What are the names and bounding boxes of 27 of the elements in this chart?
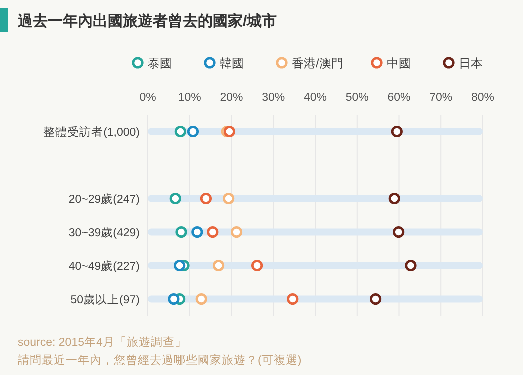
x-tick-label: 10% — [178, 92, 202, 104]
chart-title: 過去一年內出國旅遊者曾去的國家/城市 — [17, 12, 278, 30]
x-tick-label: 60% — [388, 92, 411, 104]
x-tick-label: 0% — [140, 92, 156, 104]
legend-label: 日本 — [459, 56, 483, 70]
legend-label: 泰國 — [148, 56, 172, 70]
legend-item: 泰國 — [132, 56, 172, 70]
source-note: source: 2015年4月「旅遊調查」 — [18, 335, 187, 349]
y-tick-label: 50歲以上(97) — [70, 293, 140, 306]
legend-label: 韓國 — [220, 56, 244, 70]
y-tick-label: 40~49歲(227) — [68, 260, 140, 273]
legend-item: 中國 — [371, 56, 411, 70]
y-tick-label: 整體受訪者(1,000) — [44, 124, 140, 139]
x-tick-label: 40% — [304, 92, 328, 104]
legend-label: 中國 — [387, 56, 411, 70]
x-tick-label: 70% — [430, 92, 453, 104]
y-tick-label: 20~29歲(247) — [68, 192, 140, 206]
x-tick-label: 20% — [220, 92, 244, 104]
x-tick-label: 80% — [471, 92, 495, 104]
legend-item: 日本 — [443, 56, 483, 70]
text: 請問最近一年內，您曾經去過哪些國家旅遊？(可複選) — [18, 353, 302, 367]
legend-item: 韓國 — [204, 56, 244, 70]
legend-item: 香港/澳門 — [276, 56, 344, 70]
legend-label: 香港/澳門 — [292, 56, 344, 70]
x-tick-label: 30% — [262, 92, 286, 104]
x-tick-label: 50% — [346, 92, 369, 104]
y-tick-label: 30~39歲(429) — [68, 226, 140, 240]
